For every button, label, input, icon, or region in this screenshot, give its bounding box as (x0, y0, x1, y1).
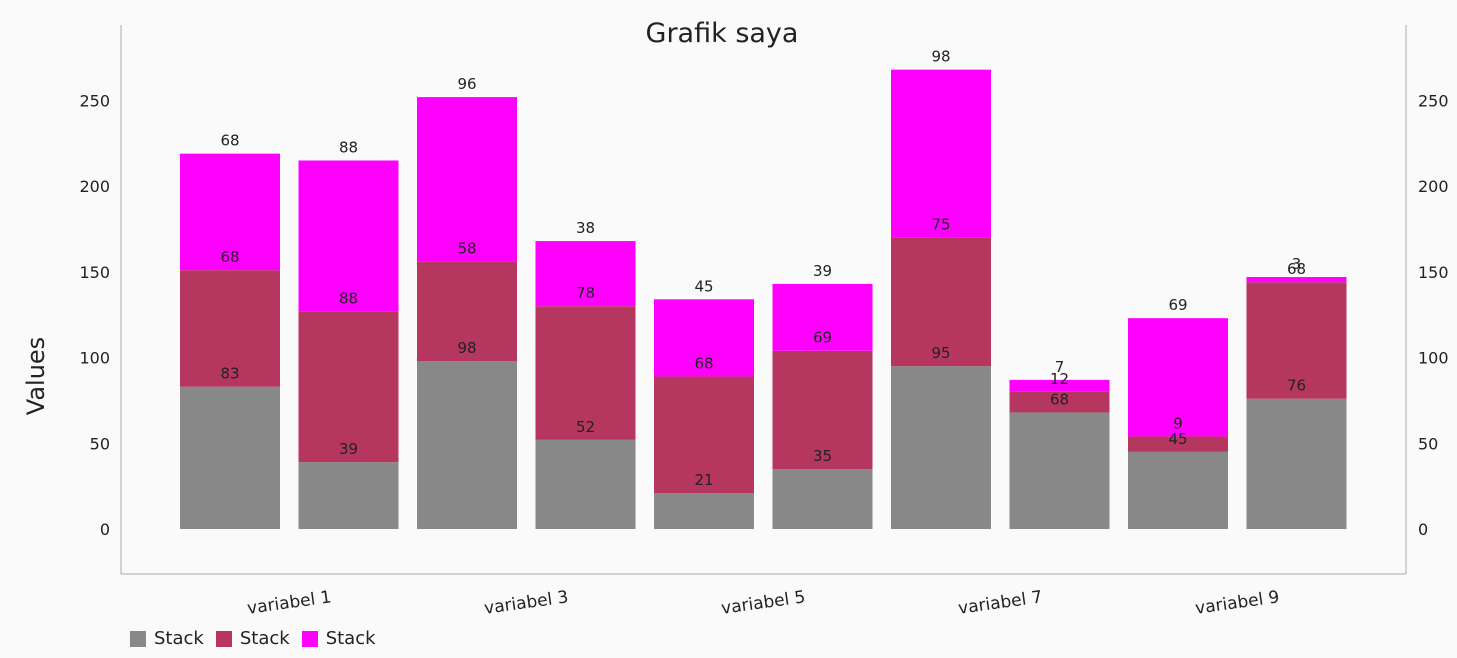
bar-value-label: 76 (1287, 377, 1306, 395)
bar-value-label: 69 (1168, 296, 1187, 314)
bar-value-label: 7 (1055, 358, 1065, 376)
bar-segment (1009, 379, 1110, 392)
bar-value-label: 98 (457, 339, 476, 357)
legend-label: Stack (239, 628, 290, 649)
legend-item: Stack (301, 628, 376, 649)
legend-swatch (301, 630, 318, 647)
x-category-label: variabel 5 (720, 587, 807, 619)
bar-segment (1128, 318, 1228, 437)
bar-segment (535, 439, 636, 529)
bar-segment (417, 97, 517, 262)
bar-value-label: 68 (220, 248, 239, 266)
bar-value-label: 9 (1173, 414, 1183, 432)
bar-value-label: 21 (694, 471, 713, 489)
right-y-ticks: 0 50 100 150 200 250 (1418, 92, 1449, 540)
y-tick-label: 100 (79, 349, 110, 368)
legend-label: Stack (325, 628, 376, 649)
bar-value-label: 68 (1287, 260, 1306, 278)
bar-segment (417, 361, 517, 529)
x-category-label: variabel 3 (483, 587, 570, 619)
x-category-label: variabel 9 (1194, 587, 1281, 619)
bar-value-label: 45 (1168, 430, 1187, 448)
bar-segment (772, 283, 873, 351)
bar-value-label: 68 (220, 132, 239, 150)
bar-segment (298, 462, 399, 529)
legend-item: Stack (215, 628, 290, 649)
bar-segment (1128, 436, 1228, 452)
bar-value-label: 78 (576, 284, 595, 302)
bar-segment (1246, 277, 1347, 283)
legend-swatch (215, 630, 232, 647)
bar-segment (1128, 451, 1228, 529)
bar-value-label: 12 (1050, 370, 1069, 388)
legend: Stack Stack Stack (130, 628, 378, 649)
bar-segment (891, 237, 991, 367)
bar-segment (772, 350, 873, 470)
bar-value-labels: 8368683988889858965278382168453569399575… (220, 48, 1306, 489)
bar-segment (654, 493, 754, 529)
bar-segment (654, 376, 754, 494)
bar-value-label: 39 (339, 440, 358, 458)
bar-segment (1246, 282, 1347, 399)
y-tick-label: 250 (79, 92, 110, 111)
bar-value-label: 69 (813, 329, 832, 347)
x-category-label: variabel 1 (246, 587, 333, 619)
bar-value-label: 95 (931, 344, 950, 362)
bar-value-label: 52 (576, 418, 595, 436)
bar-value-label: 98 (931, 48, 950, 66)
bar-segment (417, 261, 517, 362)
bar-value-label: 75 (931, 216, 950, 234)
bars (180, 69, 1347, 529)
bar-segment (535, 306, 636, 440)
legend-item: Stack (130, 628, 204, 649)
bar-segment (1009, 391, 1110, 413)
bar-segment (180, 270, 280, 387)
bar-value-label: 39 (813, 262, 832, 280)
bar-value-label: 83 (220, 365, 239, 383)
y-tick-label-right: 200 (1418, 177, 1449, 196)
bar-segment (891, 366, 991, 529)
bar-segment (535, 241, 636, 307)
bar-value-label: 35 (813, 447, 832, 465)
x-category-label: variabel 7 (957, 587, 1044, 619)
bar-segment (180, 386, 280, 529)
y-tick-label-right: 100 (1418, 349, 1449, 368)
bar-value-label: 88 (339, 138, 358, 156)
bar-value-label: 68 (694, 354, 713, 372)
bar-segment (1246, 398, 1347, 529)
bar-value-label: 68 (1050, 390, 1069, 408)
bar-value-label: 38 (576, 219, 595, 237)
bar-segment (891, 69, 991, 238)
y-tick-label: 0 (100, 520, 110, 539)
chart-title: Grafik saya (646, 18, 799, 49)
y-tick-label: 150 (79, 263, 110, 282)
legend-label: Stack (154, 628, 204, 649)
bar-value-label: 88 (339, 289, 358, 307)
bar-segment (298, 311, 399, 463)
y-tick-label: 50 (90, 434, 110, 453)
y-axis-title: Values (22, 337, 50, 415)
x-category-labels: variabel 1 variabel 3 variabel 5 variabel 7… (246, 587, 1281, 619)
bar-value-label: 58 (457, 240, 476, 258)
bar-value-label: 3 (1292, 255, 1302, 273)
y-tick-label-right: 250 (1418, 92, 1449, 111)
bar-segment (1009, 412, 1110, 529)
left-y-ticks: 0 50 100 150 200 250 (79, 92, 110, 540)
y-tick-label-right: 50 (1418, 434, 1438, 453)
y-tick-label-right: 0 (1418, 520, 1428, 539)
bar-segment (298, 160, 399, 312)
legend-swatch (130, 630, 146, 647)
bar-segment (180, 153, 280, 271)
bar-segment (772, 469, 873, 529)
bar-segment (654, 299, 754, 377)
y-tick-label-right: 150 (1418, 263, 1449, 282)
y-tick-label: 200 (79, 177, 110, 196)
bar-value-label: 45 (694, 277, 713, 295)
bar-value-label: 96 (457, 75, 476, 93)
